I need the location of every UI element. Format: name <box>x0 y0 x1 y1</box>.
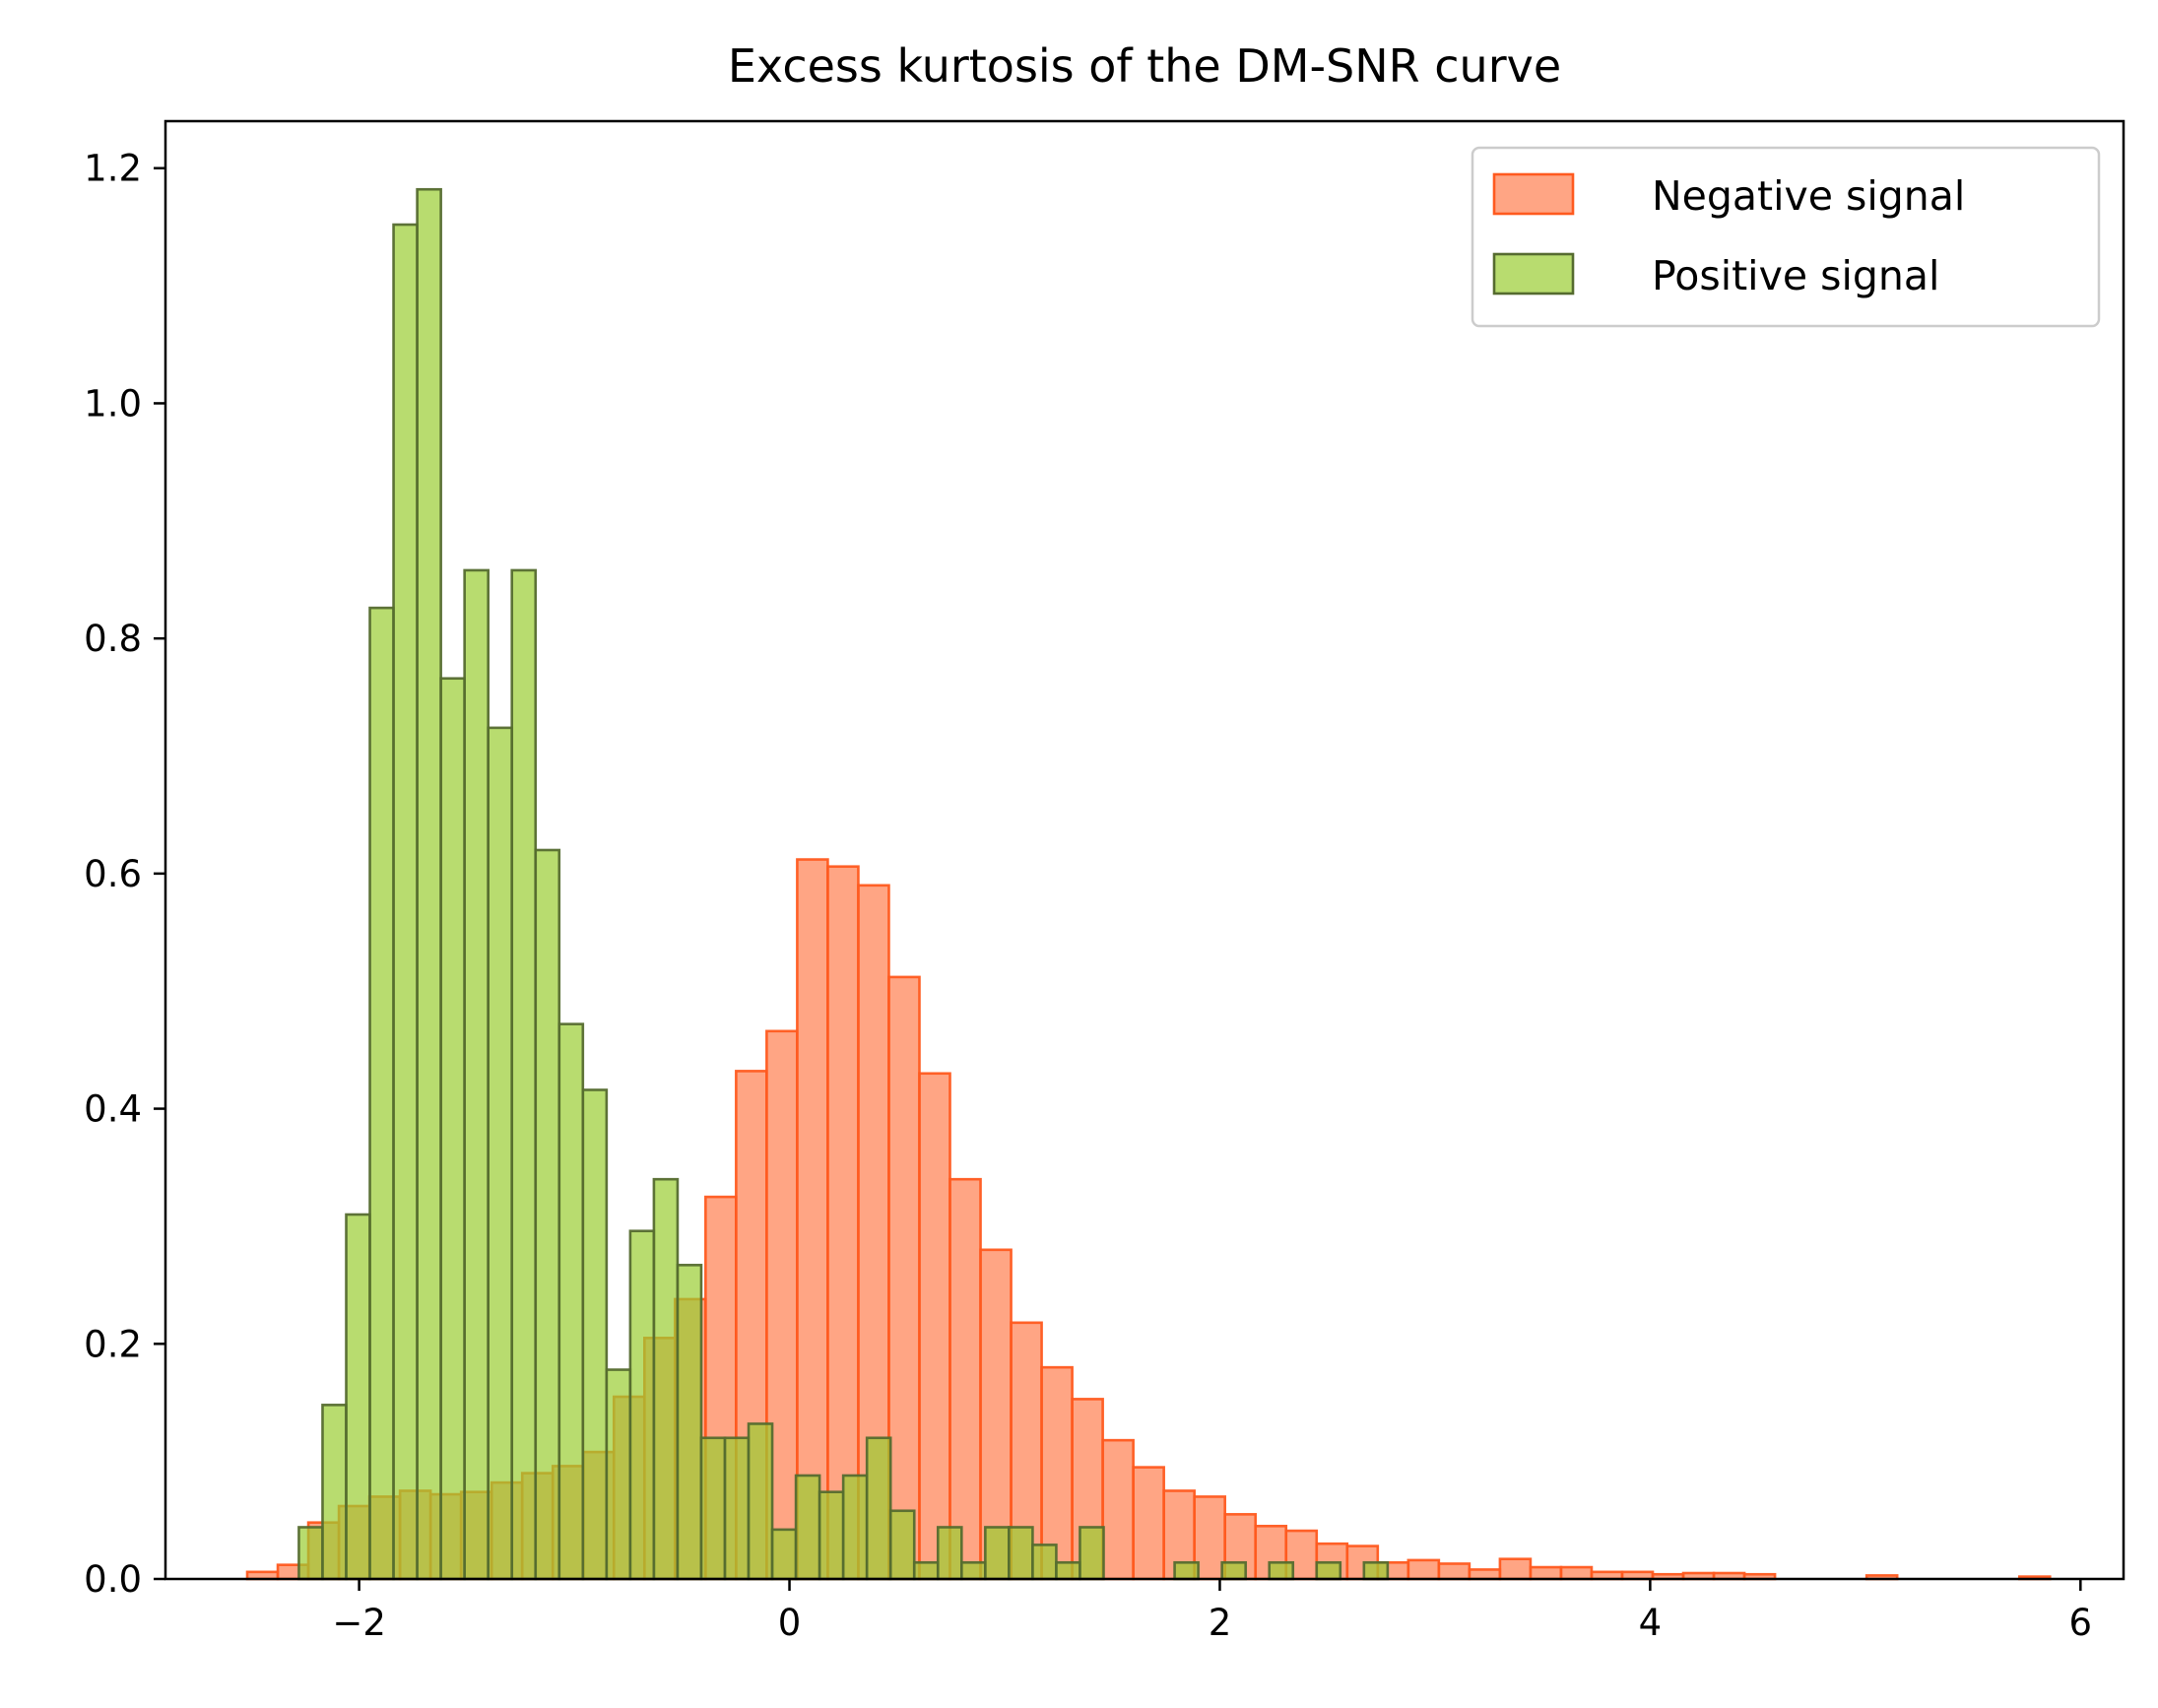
y-tick-label-5: 1.0 <box>84 382 142 425</box>
bar-positive-signal-2 <box>345 1213 371 1581</box>
y-tick-label-4: 0.8 <box>84 618 142 660</box>
bar-positive-signal-37 <box>1173 1560 1200 1581</box>
bar-positive-signal-9 <box>510 568 538 1581</box>
bar-positive-signal-21 <box>794 1474 821 1581</box>
y-tick-label-0: 0.0 <box>84 1558 142 1601</box>
x-tick-label-0: −2 <box>332 1602 386 1644</box>
bar-positive-signal-5 <box>416 187 442 1581</box>
bar-positive-signal-4 <box>392 223 419 1581</box>
bar-positive-signal-24 <box>865 1436 892 1581</box>
bar-negative-signal-19 <box>826 865 860 1581</box>
y-tick-label-1: 0.2 <box>84 1323 142 1365</box>
bar-positive-signal-26 <box>912 1560 940 1581</box>
bar-positive-signal-22 <box>817 1490 845 1581</box>
bar-positive-signal-10 <box>534 848 561 1581</box>
bar-positive-signal-18 <box>723 1436 751 1581</box>
bar-positive-signal-23 <box>841 1474 869 1581</box>
x-axis-ticks: −2 0 2 4 6 <box>332 1579 2092 1644</box>
bar-negative-signal-22 <box>918 1072 951 1581</box>
bar-positive-signal-14 <box>628 1229 656 1581</box>
bar-positive-signal-0 <box>297 1526 324 1581</box>
bar-negative-signal-23 <box>948 1177 982 1581</box>
bar-negative-signal-38 <box>1406 1558 1441 1581</box>
bar-negative-signal-41 <box>1498 1557 1533 1581</box>
bar-negative-signal-39 <box>1437 1562 1471 1581</box>
chart-title: Excess kurtosis of the DM-SNR curve <box>728 39 1561 93</box>
bar-positive-signal-15 <box>652 1177 680 1581</box>
bar-positive-signal-43 <box>1315 1560 1342 1581</box>
bar-positive-signal-1 <box>321 1404 348 1581</box>
bar-positive-signal-11 <box>557 1022 585 1581</box>
legend-swatch-negative-signal <box>1492 172 1575 216</box>
legend-label-positive-signal: Positive signal <box>1652 252 1939 299</box>
bar-positive-signal-28 <box>960 1560 987 1581</box>
bar-positive-signal-12 <box>581 1088 609 1581</box>
bar-positive-signal-3 <box>368 606 395 1581</box>
bar-negative-signal-43 <box>1559 1565 1594 1581</box>
bar-positive-signal-7 <box>463 568 490 1581</box>
bar-negative-signal-21 <box>887 975 921 1581</box>
bar-positive-signal-25 <box>888 1509 916 1581</box>
bar-positive-signal-20 <box>770 1528 798 1581</box>
bar-positive-signal-6 <box>439 677 466 1581</box>
legend: Negative signal Positive signal <box>1471 146 2101 328</box>
legend-label-negative-signal: Negative signal <box>1652 172 1965 220</box>
bar-positive-signal-16 <box>676 1264 703 1581</box>
legend-swatch-positive-signal <box>1492 252 1575 296</box>
bar-positive-signal-31 <box>1031 1544 1058 1581</box>
x-tick-label-1: 0 <box>778 1602 802 1644</box>
y-axis-ticks: 0.0 0.2 0.4 0.6 0.8 1.0 1.2 <box>84 148 165 1601</box>
bar-positive-signal-32 <box>1055 1560 1081 1581</box>
y-tick-label-6: 1.2 <box>84 148 142 190</box>
bar-positive-signal-33 <box>1079 1526 1105 1581</box>
bar-positive-signal-39 <box>1220 1560 1247 1581</box>
bar-negative-signal-42 <box>1529 1565 1563 1581</box>
bar-positive-signal-8 <box>487 726 514 1581</box>
plot-frame <box>163 119 2125 1581</box>
y-tick-label-2: 0.4 <box>84 1088 142 1131</box>
bar-positive-signal-19 <box>747 1422 774 1581</box>
x-tick-label-3: 4 <box>1639 1602 1663 1644</box>
bar-negative-signal-28 <box>1101 1438 1135 1581</box>
x-tick-label-4: 6 <box>2069 1602 2093 1644</box>
bar-positive-signal-30 <box>1008 1526 1034 1581</box>
bar-positive-signal-27 <box>936 1526 963 1581</box>
bar-positive-signal-17 <box>699 1436 727 1581</box>
bar-negative-signal-18 <box>796 858 829 1581</box>
legend-frame <box>1471 146 2101 328</box>
bar-positive-signal-29 <box>984 1526 1011 1581</box>
y-tick-label-3: 0.6 <box>84 853 142 895</box>
bar-positive-signal-13 <box>605 1368 632 1581</box>
bar-negative-signal-40 <box>1468 1568 1502 1581</box>
bar-negative-signal-29 <box>1132 1466 1165 1581</box>
x-tick-label-2: 2 <box>1209 1602 1232 1644</box>
bar-positive-signal-45 <box>1362 1560 1390 1581</box>
bar-positive-signal-41 <box>1268 1560 1295 1581</box>
